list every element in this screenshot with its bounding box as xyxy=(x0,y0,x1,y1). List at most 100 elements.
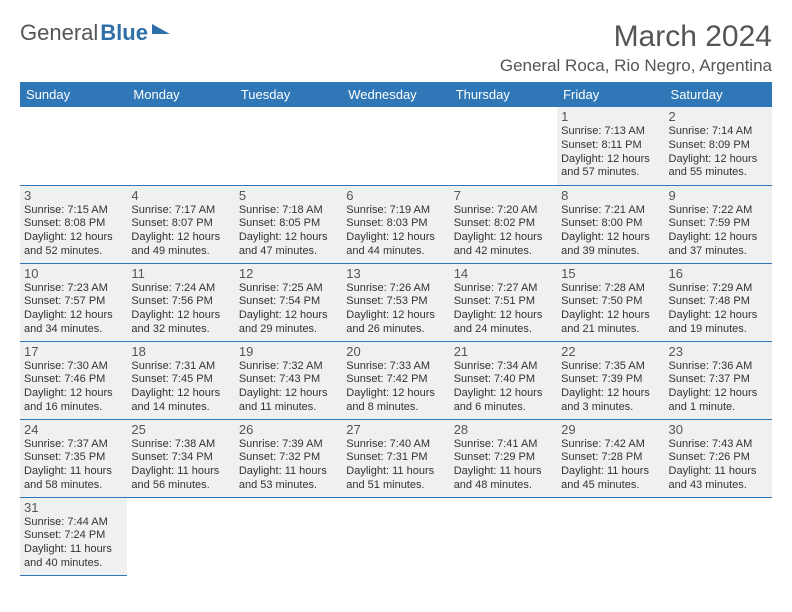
calendar-day-cell: 2Sunrise: 7:14 AMSunset: 8:09 PMDaylight… xyxy=(665,107,772,185)
day-info-line: and 51 minutes. xyxy=(346,479,445,493)
day-number: 26 xyxy=(239,422,338,437)
day-number: 15 xyxy=(561,266,660,281)
calendar-day-cell: 1Sunrise: 7:13 AMSunset: 8:11 PMDaylight… xyxy=(557,107,664,185)
day-info-line: Sunrise: 7:23 AM xyxy=(24,282,123,296)
day-info-line: Sunrise: 7:22 AM xyxy=(669,204,768,218)
day-info-line: and 21 minutes. xyxy=(561,323,660,337)
day-info-line: Daylight: 12 hours xyxy=(346,387,445,401)
day-header: Tuesday xyxy=(235,82,342,107)
day-info-line: Daylight: 11 hours xyxy=(24,543,123,557)
day-info-line: and 6 minutes. xyxy=(454,401,553,415)
calendar-empty-cell xyxy=(127,497,234,575)
day-number: 18 xyxy=(131,344,230,359)
day-info-line: and 58 minutes. xyxy=(24,479,123,493)
day-info-line: Daylight: 12 hours xyxy=(561,309,660,323)
day-number: 21 xyxy=(454,344,553,359)
day-header: Thursday xyxy=(450,82,557,107)
day-info-line: Sunset: 7:42 PM xyxy=(346,373,445,387)
day-info-line: Sunset: 8:02 PM xyxy=(454,217,553,231)
calendar-day-cell: 3Sunrise: 7:15 AMSunset: 8:08 PMDaylight… xyxy=(20,185,127,263)
day-number: 11 xyxy=(131,266,230,281)
day-info-line: Sunset: 7:37 PM xyxy=(669,373,768,387)
day-info-line: Daylight: 11 hours xyxy=(346,465,445,479)
day-header: Monday xyxy=(127,82,234,107)
day-info-line: and 1 minute. xyxy=(669,401,768,415)
day-info-line: Daylight: 12 hours xyxy=(24,231,123,245)
day-info-line: Sunrise: 7:13 AM xyxy=(561,125,660,139)
day-info-line: Sunset: 7:40 PM xyxy=(454,373,553,387)
day-info-line: Sunrise: 7:42 AM xyxy=(561,438,660,452)
day-info-line: Daylight: 12 hours xyxy=(131,387,230,401)
calendar-day-cell: 12Sunrise: 7:25 AMSunset: 7:54 PMDayligh… xyxy=(235,263,342,341)
day-info-line: Sunset: 7:43 PM xyxy=(239,373,338,387)
day-info-line: Sunset: 8:08 PM xyxy=(24,217,123,231)
day-info-line: Sunset: 7:54 PM xyxy=(239,295,338,309)
day-info-line: Sunrise: 7:27 AM xyxy=(454,282,553,296)
day-number: 10 xyxy=(24,266,123,281)
calendar-day-cell: 10Sunrise: 7:23 AMSunset: 7:57 PMDayligh… xyxy=(20,263,127,341)
day-info-line: Sunrise: 7:37 AM xyxy=(24,438,123,452)
day-number: 19 xyxy=(239,344,338,359)
day-info-line: Daylight: 12 hours xyxy=(669,153,768,167)
day-info-line: Daylight: 11 hours xyxy=(454,465,553,479)
calendar-day-cell: 13Sunrise: 7:26 AMSunset: 7:53 PMDayligh… xyxy=(342,263,449,341)
day-header: Saturday xyxy=(665,82,772,107)
day-number: 24 xyxy=(24,422,123,437)
calendar-empty-cell xyxy=(665,497,772,575)
day-info-line: Sunrise: 7:15 AM xyxy=(24,204,123,218)
day-info-line: Sunrise: 7:38 AM xyxy=(131,438,230,452)
day-number: 13 xyxy=(346,266,445,281)
day-info-line: Sunrise: 7:24 AM xyxy=(131,282,230,296)
logo: GeneralBlue xyxy=(20,20,170,46)
logo-flag-icon xyxy=(152,24,170,34)
day-number: 12 xyxy=(239,266,338,281)
day-info-line: Sunset: 8:09 PM xyxy=(669,139,768,153)
calendar-day-cell: 18Sunrise: 7:31 AMSunset: 7:45 PMDayligh… xyxy=(127,341,234,419)
day-info-line: Sunset: 7:28 PM xyxy=(561,451,660,465)
calendar-week-row: 17Sunrise: 7:30 AMSunset: 7:46 PMDayligh… xyxy=(20,341,772,419)
calendar-empty-cell xyxy=(235,107,342,185)
day-info-line: Daylight: 12 hours xyxy=(239,309,338,323)
day-info-line: and 47 minutes. xyxy=(239,245,338,259)
day-info-line: and 16 minutes. xyxy=(24,401,123,415)
day-header: Sunday xyxy=(20,82,127,107)
day-info-line: Sunset: 7:26 PM xyxy=(669,451,768,465)
day-info-line: Daylight: 12 hours xyxy=(24,309,123,323)
calendar-header-row: SundayMondayTuesdayWednesdayThursdayFrid… xyxy=(20,82,772,107)
day-number: 8 xyxy=(561,188,660,203)
calendar-day-cell: 20Sunrise: 7:33 AMSunset: 7:42 PMDayligh… xyxy=(342,341,449,419)
day-info-line: Sunset: 8:05 PM xyxy=(239,217,338,231)
day-info-line: Daylight: 12 hours xyxy=(131,231,230,245)
day-info-line: Sunset: 7:35 PM xyxy=(24,451,123,465)
day-info-line: Sunrise: 7:32 AM xyxy=(239,360,338,374)
logo-text-blue: Blue xyxy=(100,20,148,46)
day-info-line: Sunrise: 7:36 AM xyxy=(669,360,768,374)
calendar-day-cell: 22Sunrise: 7:35 AMSunset: 7:39 PMDayligh… xyxy=(557,341,664,419)
day-number: 25 xyxy=(131,422,230,437)
day-info-line: Sunrise: 7:18 AM xyxy=(239,204,338,218)
day-info-line: Daylight: 12 hours xyxy=(454,387,553,401)
day-info-line: Sunrise: 7:34 AM xyxy=(454,360,553,374)
calendar-day-cell: 7Sunrise: 7:20 AMSunset: 8:02 PMDaylight… xyxy=(450,185,557,263)
logo-text-general: General xyxy=(20,20,98,46)
calendar-day-cell: 28Sunrise: 7:41 AMSunset: 7:29 PMDayligh… xyxy=(450,419,557,497)
day-info-line: and 29 minutes. xyxy=(239,323,338,337)
day-info-line: Sunrise: 7:28 AM xyxy=(561,282,660,296)
day-info-line: Daylight: 11 hours xyxy=(24,465,123,479)
day-info-line: Sunrise: 7:26 AM xyxy=(346,282,445,296)
day-number: 29 xyxy=(561,422,660,437)
day-info-line: Sunrise: 7:43 AM xyxy=(669,438,768,452)
day-info-line: Sunset: 7:56 PM xyxy=(131,295,230,309)
calendar-table: SundayMondayTuesdayWednesdayThursdayFrid… xyxy=(20,82,772,576)
calendar-day-cell: 16Sunrise: 7:29 AMSunset: 7:48 PMDayligh… xyxy=(665,263,772,341)
calendar-empty-cell xyxy=(450,107,557,185)
day-info-line: and 19 minutes. xyxy=(669,323,768,337)
day-info-line: and 3 minutes. xyxy=(561,401,660,415)
day-number: 27 xyxy=(346,422,445,437)
day-info-line: Sunrise: 7:31 AM xyxy=(131,360,230,374)
calendar-day-cell: 4Sunrise: 7:17 AMSunset: 8:07 PMDaylight… xyxy=(127,185,234,263)
day-number: 5 xyxy=(239,188,338,203)
calendar-day-cell: 6Sunrise: 7:19 AMSunset: 8:03 PMDaylight… xyxy=(342,185,449,263)
day-info-line: Sunset: 7:45 PM xyxy=(131,373,230,387)
day-info-line: Daylight: 11 hours xyxy=(561,465,660,479)
